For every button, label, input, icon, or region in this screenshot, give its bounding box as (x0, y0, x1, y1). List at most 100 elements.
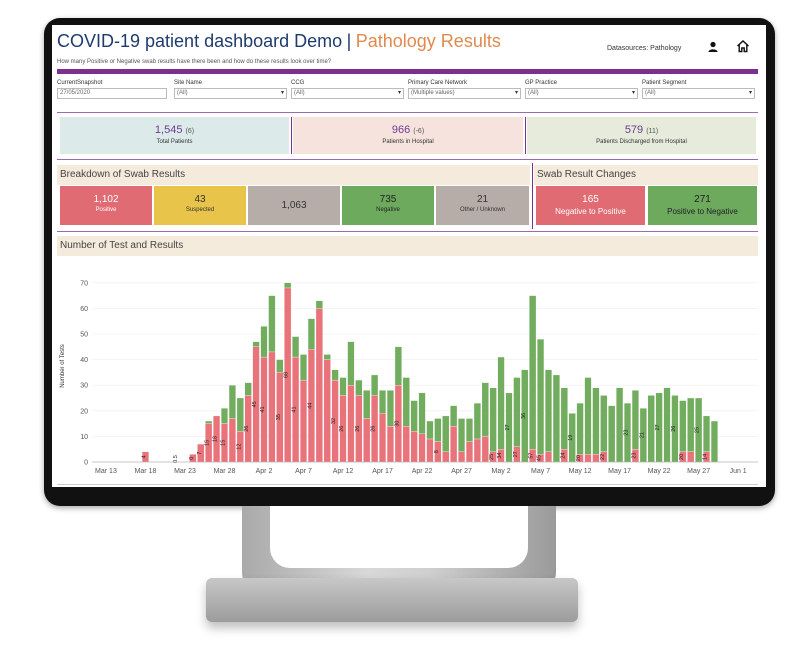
bar-segment (442, 451, 450, 463)
chevron-down-icon: ▾ (280, 90, 284, 96)
bar-segment (386, 426, 394, 463)
divider (291, 117, 292, 154)
bar-segment (544, 451, 552, 463)
x-tick-label: Apr 7 (295, 468, 312, 475)
snapshot-input[interactable]: 27/05/2020 (57, 88, 167, 99)
bar-segment (300, 354, 308, 381)
y-tick-label: 20 (80, 408, 88, 415)
filter-gp-practice[interactable]: GP Practice (All) ▾ (525, 80, 638, 99)
site-name-select[interactable]: (All) ▾ (174, 88, 287, 99)
kpi-total-patients: 1,545 (6) Total Patients (60, 117, 289, 154)
filter-current-snapshot[interactable]: CurrentSnapshot 27/05/2020 (57, 80, 170, 99)
filter-ccg[interactable]: CCG (All) ▾ (291, 80, 404, 99)
tile-negative-to-positive: 165 Negative to Positive (536, 186, 645, 225)
tile-positive-to-negative: 271 Positive to Negative (648, 186, 757, 225)
bar-value-label: 26 (355, 426, 361, 432)
bar-value-label: 32 (331, 418, 337, 424)
dashboard-title: COVID-19 patient dashboard Demo (57, 31, 343, 51)
bar-segment (608, 405, 616, 463)
pcn-select[interactable]: (Multiple values) ▾ (408, 88, 521, 99)
filter-label: Patient Segment (642, 80, 687, 86)
bar-value-label: 27 (513, 451, 519, 457)
bar-segment (458, 418, 466, 452)
bar-value-label: 26 (671, 426, 677, 432)
bar-value-label: 25 (489, 454, 495, 460)
bar-segment (363, 418, 371, 463)
page-title: COVID-19 patient dashboard Demo | Pathol… (57, 31, 757, 57)
filter-site-name[interactable]: Site Name (All) ▾ (174, 80, 287, 99)
bar-value-label: 45 (537, 455, 543, 461)
bar-segment (458, 451, 466, 463)
kpi-patients-discharged: 579 (11) Patients Discharged from Hospit… (527, 117, 756, 154)
bar-value-label: 20 (576, 455, 582, 461)
bar-value-label: 23 (631, 453, 637, 459)
bar-segment (576, 402, 584, 455)
x-tick-label: Mar 23 (174, 468, 196, 475)
bar-segment (663, 387, 671, 463)
bar-segment (315, 300, 323, 309)
bar-value-label: 27 (505, 424, 511, 430)
bar-value-label: 8 (434, 450, 440, 453)
bar-value-label: 24 (560, 453, 566, 459)
filter-label: GP Practice (525, 80, 557, 86)
user-icon[interactable] (707, 41, 719, 53)
bar-segment (426, 438, 434, 463)
filter-patient-segment[interactable]: Patient Segment (All) ▾ (642, 80, 755, 99)
bar-segment (268, 295, 276, 353)
bar-segment (710, 420, 718, 463)
bar-segment (379, 390, 387, 414)
bar-segment (481, 382, 489, 437)
bar-value-label: 21 (639, 432, 645, 438)
divider (57, 112, 758, 113)
breakdown-header: Breakdown of Swab Results (57, 165, 530, 185)
bar-segment (473, 402, 481, 440)
chevron-down-icon: ▾ (631, 90, 635, 96)
bar-segment (228, 385, 236, 419)
monitor-base (206, 578, 578, 622)
bar-segment (442, 415, 450, 452)
bar-segment (347, 341, 355, 386)
bar-segment (355, 379, 363, 396)
bar-segment (323, 354, 331, 360)
home-icon[interactable] (736, 39, 750, 53)
ccg-select[interactable]: (All) ▾ (291, 88, 404, 99)
bar-segment (252, 341, 260, 347)
kpi-patients-in-hospital: 966 (-6) Patients in Hospital (293, 117, 523, 154)
bar-segment (339, 377, 347, 396)
bar-value-label: 0.5 (173, 455, 179, 463)
bar-segment (703, 415, 711, 452)
divider (532, 163, 533, 229)
bar-segment (426, 420, 434, 440)
bar-segment (679, 400, 687, 452)
bar-value-label: 41 (260, 406, 266, 412)
patient-segment-select[interactable]: (All) ▾ (642, 88, 755, 99)
bar-segment (371, 374, 379, 396)
gp-practice-select[interactable]: (All) ▾ (525, 88, 638, 99)
x-tick-label: May 17 (608, 468, 631, 475)
bar-value-label: 15 (220, 440, 226, 446)
bar-segment (379, 413, 387, 463)
bar-segment (323, 359, 331, 463)
tile-positive: 1,102 Positive (60, 186, 152, 225)
chart-header: Number of Test and Results (57, 236, 758, 256)
bar-segment (481, 436, 489, 463)
bar-segment (228, 418, 236, 463)
bar-segment (410, 400, 418, 432)
header-divider (57, 69, 758, 74)
bar-segment (552, 374, 560, 463)
bar-segment (687, 397, 695, 452)
chevron-down-icon: ▾ (514, 90, 518, 96)
x-tick-label: Apr 2 (256, 468, 273, 475)
bar-segment (513, 377, 521, 447)
bar-segment (386, 390, 394, 427)
bar-segment (402, 426, 410, 463)
y-tick-label: 30 (80, 383, 88, 390)
title-separator: | (346, 31, 352, 51)
filter-label: Site Name (174, 80, 203, 86)
y-tick-label: 60 (80, 306, 88, 313)
filter-primary-care-network[interactable]: Primary Care Network (Multiple values) ▾ (408, 80, 521, 99)
bar-segment (631, 390, 639, 450)
y-axis-label: Number of Tests (60, 344, 66, 388)
y-tick-label: 40 (80, 357, 88, 364)
bar-segment (292, 336, 300, 358)
